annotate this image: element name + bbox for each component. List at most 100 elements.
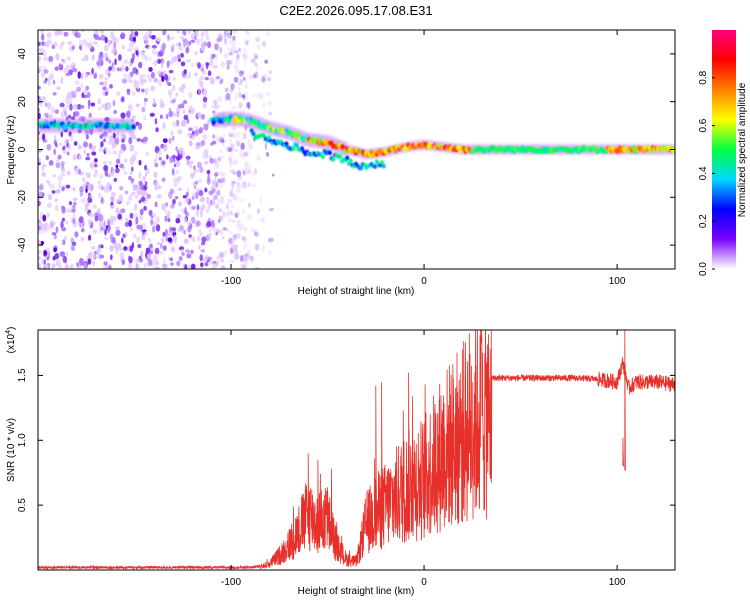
ridge-branch-cell [267,135,272,140]
noise-speck [243,52,248,60]
noise-speck [38,200,41,207]
noise-speck [164,73,169,81]
noise-speck [108,59,112,64]
noise-speck [217,256,223,263]
noise-speck [224,87,229,92]
noise-speck [190,263,196,269]
noise-speck [222,227,227,231]
noise-speck [230,143,235,150]
noise-speck [122,44,125,50]
noise-speck [40,30,44,35]
noise-speck [194,180,199,185]
noise-speck [55,259,61,267]
noise-speck [181,150,186,157]
noise-speck [220,255,224,260]
noise-speck [109,204,115,209]
noise-speck [196,204,200,211]
noise-speck [216,188,221,196]
noise-speck [41,171,46,178]
noise-speck [219,229,223,235]
noise-speck [219,252,225,258]
noise-speck [110,254,113,261]
noise-speck [248,202,251,208]
noise-speck [220,62,226,68]
noise-speck [152,225,156,233]
noise-speck [216,199,222,205]
noise-speck [161,75,165,82]
noise-speck [63,31,69,37]
ridge-branch-cell [359,165,364,171]
snr-ticks: -100 0 100 0.5 1.0 1.5 [17,330,675,588]
noise-speck [101,186,104,191]
noise-speck [156,150,162,156]
noise-speck [138,159,142,166]
noise-speck [180,61,186,67]
noise-speck [98,106,102,111]
noise-speck [154,260,160,266]
noise-speck [200,31,205,38]
noise-speck [187,72,192,79]
noise-speck [128,256,133,264]
noise-speck [54,189,60,194]
noise-speck [148,258,152,266]
noise-speck [142,222,147,229]
spectrogram-ticks: -100 0 100 -40 -20 0 20 40 [17,30,675,287]
noise-speck [113,242,118,249]
noise-speck [186,59,191,63]
noise-speck [138,122,143,130]
noise-speck [226,65,230,70]
noise-speck [265,91,271,96]
noise-speck [85,187,88,194]
noise-speck [93,73,97,79]
spectrogram-ylabel: Frequency (Hz) [6,116,17,185]
noise-speck [79,186,84,193]
noise-speck [196,161,202,169]
noise-speck [170,130,174,136]
noise-speck [62,217,65,222]
noise-speck [229,210,233,216]
noise-speck [211,188,216,194]
noise-speck [190,172,195,179]
spectrogram-ridge [38,114,675,171]
noise-speck [238,48,242,53]
noise-speck [111,191,116,198]
noise-speck [216,37,222,43]
noise-speck [243,258,249,265]
noise-speck [229,231,233,235]
noise-speck [55,226,59,234]
noise-speck [102,138,106,143]
noise-speck [126,74,133,82]
noise-speck [229,47,234,54]
noise-speck [204,76,209,81]
noise-speck [105,265,110,269]
noise-speck [234,212,239,218]
noise-speck [162,31,166,36]
noise-speck [228,157,233,162]
noise-speck [238,87,241,92]
noise-speck [190,63,194,67]
noise-speck [223,249,228,255]
noise-speck [72,201,77,206]
noise-speck [39,99,44,108]
noise-speck [38,184,44,191]
noise-speck [46,143,52,151]
noise-speck [139,74,144,82]
noise-speck [204,160,209,165]
noise-speck [229,259,235,264]
noise-speck [167,237,173,243]
noise-speck [52,92,57,96]
noise-speck [230,125,236,130]
noise-speck [184,219,187,224]
noise-speck [186,253,192,259]
noise-speck [169,156,174,164]
noise-speck [102,80,108,88]
noise-speck [215,38,221,44]
noise-speck [223,31,227,39]
noise-speck [38,136,41,142]
noise-speck [77,144,82,151]
noise-speck [208,260,214,265]
noise-speck [182,195,187,199]
noise-speck [160,242,163,249]
noise-speck [232,131,238,139]
noise-speck [204,262,209,267]
